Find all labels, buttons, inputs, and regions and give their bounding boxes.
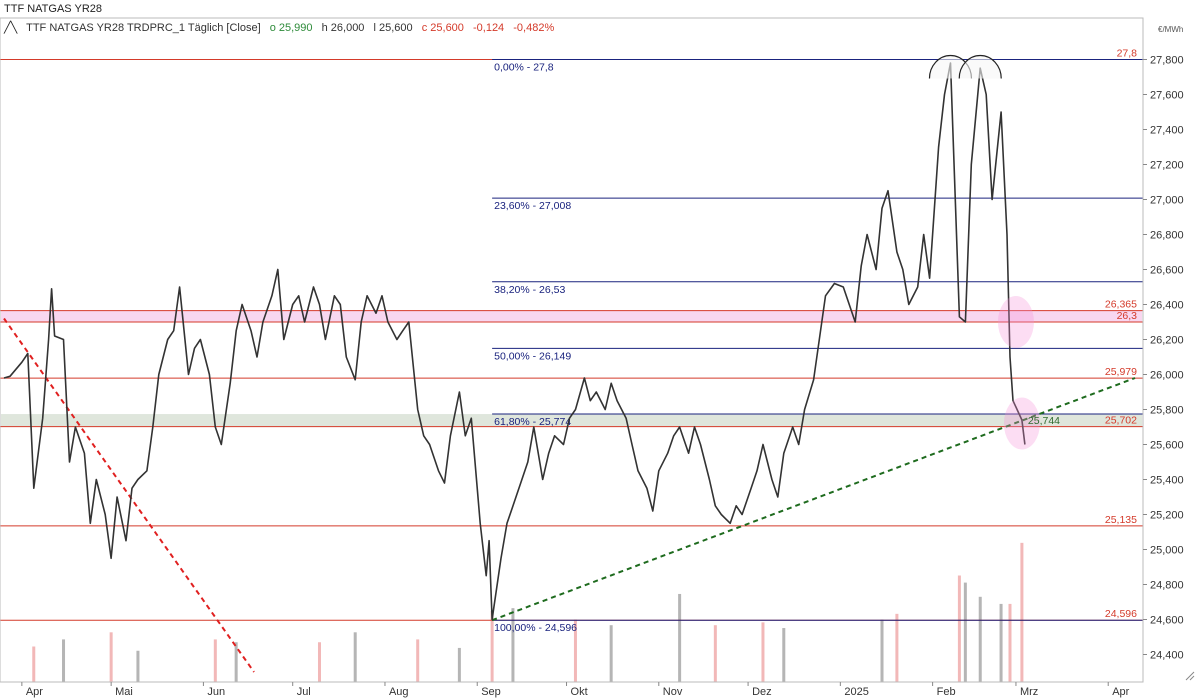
x-tick-label: Dez — [752, 686, 772, 698]
level-label-2: 26,3 — [1117, 310, 1138, 322]
price-layer — [3, 62, 1026, 621]
volume-bar-up — [782, 628, 786, 682]
volume-bar-up — [511, 608, 515, 682]
y-tick-label: 25,400 — [1150, 475, 1184, 487]
volume-bar-down — [317, 642, 321, 682]
x-tick-label: 2025 — [844, 686, 868, 698]
y-tick-label: 24,800 — [1150, 580, 1184, 592]
trendline-1 — [3, 317, 255, 673]
change-percent: -0,482% — [513, 22, 555, 34]
plot-frame — [0, 17, 1144, 683]
resize-grip-icon — [1185, 671, 1195, 681]
volume-bar-down — [1020, 542, 1024, 682]
y-tick-label: 27,600 — [1150, 90, 1184, 102]
highlight-ellipse-2 — [997, 296, 1034, 348]
x-tick-label: Apr — [26, 686, 43, 698]
level-label-3: 25,979 — [1105, 366, 1137, 378]
open-value: o 25,990 — [269, 22, 313, 34]
x-tick-label: Sep — [481, 686, 501, 698]
x-tick-label: Apr — [1112, 686, 1129, 698]
level-label-0: 27,8 — [1117, 48, 1138, 60]
volume-bar-up — [978, 596, 982, 682]
volume-bar-down — [957, 575, 961, 682]
x-tick-label: Jun — [207, 686, 225, 698]
fib-label-5: 100,00% - 24,596 — [494, 622, 577, 634]
fib-label-3: 50,00% - 26,149 — [494, 350, 571, 362]
y-tick-label: 26,400 — [1150, 300, 1184, 312]
line-chart-icon: ╱╲ — [4, 22, 18, 34]
volume-bar-up — [999, 603, 1003, 682]
fib-label-2: 38,20% - 26,53 — [494, 284, 565, 296]
volume-bar-down — [713, 625, 717, 682]
x-tick-label: Okt — [571, 686, 588, 698]
y-tick-label: 26,800 — [1150, 230, 1184, 242]
x-tick-label: Aug — [389, 686, 409, 698]
x-tick-label: Mrz — [1020, 686, 1038, 698]
volume-bar-up — [880, 619, 884, 682]
fib-label-4: 61,80% - 25,774 — [494, 416, 571, 428]
volume-bar-up — [353, 632, 357, 682]
close-value: c 25,600 — [421, 22, 464, 34]
x-tick-label: Jul — [297, 686, 311, 698]
volume-bar-down — [761, 622, 765, 682]
y-tick-label: 24,600 — [1150, 615, 1184, 627]
low-value: l 25,600 — [373, 22, 413, 34]
x-tick-label: Nov — [663, 686, 683, 698]
y-tick-label: 26,000 — [1150, 370, 1184, 382]
volume-bar-up — [62, 639, 66, 682]
volume-bar-up — [609, 625, 613, 682]
zone-0 — [1, 310, 1142, 322]
volume-bar-down — [1008, 603, 1012, 682]
volume-bar-down — [573, 619, 577, 682]
y-axis-unit: €/MWh — [1158, 25, 1183, 34]
fibonacci-layer: 0,00% - 27,8 23,60% - 27,008 38,20% - 26,5… — [492, 59, 1143, 634]
level-label-1: 26,365 — [1105, 299, 1137, 311]
volume-bar-down — [490, 611, 494, 682]
y-tick-label: 26,200 — [1150, 335, 1184, 347]
last-value-label: 25,744 — [1028, 415, 1060, 427]
zones-layer — [1, 310, 1142, 427]
volume-bar-down — [32, 646, 36, 682]
y-tick-label: 27,800 — [1150, 55, 1184, 67]
axes-layer: €/MWh 24,400 24,600 24,800 25,000 25,200 25,40… — [0, 17, 1195, 698]
volume-bar-down — [213, 639, 217, 682]
instrument-name: TTF NATGAS YR28 TRDPRC_1 Täglich [Close] — [26, 22, 261, 34]
fib-label-0: 0,00% - 27,8 — [494, 62, 554, 74]
y-tick-label: 25,000 — [1150, 545, 1184, 557]
volume-bar-down — [109, 632, 113, 682]
y-tick-label: 24,400 — [1150, 650, 1184, 662]
zone-1 — [1, 414, 1142, 427]
price-series-line — [3, 62, 1026, 621]
volume-layer — [32, 542, 1024, 682]
annotation-layer: 25,744 — [928, 54, 1060, 450]
instrument-info-line: ╱╲ TTF NATGAS YR28 TRDPRC_1 Täglich [Clo… — [4, 21, 560, 34]
change-value: -0,124 — [472, 22, 505, 34]
volume-bar-up — [234, 642, 238, 682]
y-tick-label: 25,200 — [1150, 510, 1184, 522]
x-tick-label: Feb — [937, 686, 956, 698]
y-tick-label: 27,000 — [1150, 195, 1184, 207]
fib-label-1: 23,60% - 27,008 — [494, 200, 571, 212]
volume-bar-down — [895, 613, 899, 682]
y-tick-label: 27,400 — [1150, 125, 1184, 137]
volume-bar-up — [678, 593, 682, 682]
volume-bar-down — [416, 639, 420, 682]
top-marker-arc-1 — [958, 55, 1002, 79]
y-tick-label: 25,800 — [1150, 405, 1184, 417]
trendline-0 — [491, 377, 1136, 622]
y-tick-label: 27,200 — [1150, 160, 1184, 172]
level-label-6: 24,596 — [1105, 608, 1137, 620]
x-tick-label: Mai — [115, 686, 133, 698]
high-value: h 26,000 — [321, 22, 365, 34]
volume-bar-up — [963, 582, 967, 682]
chart-title: TTF NATGAS YR28 — [4, 3, 103, 15]
level-label-5: 25,135 — [1105, 514, 1137, 526]
volume-bar-up — [136, 650, 140, 682]
y-tick-label: 25,600 — [1150, 440, 1184, 452]
y-tick-label: 26,600 — [1150, 265, 1184, 277]
level-label-4: 25,702 — [1105, 415, 1137, 427]
volume-bar-up — [457, 647, 461, 682]
highlight-ellipse-3 — [1003, 397, 1040, 450]
